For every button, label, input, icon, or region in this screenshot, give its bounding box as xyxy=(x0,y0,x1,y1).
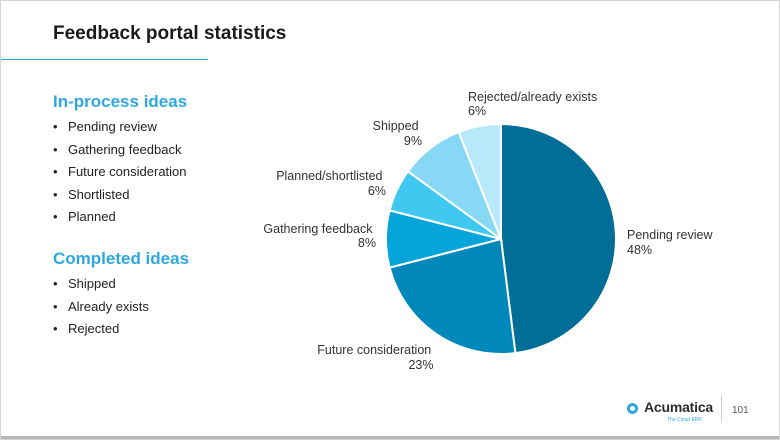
bullet-icon: • xyxy=(53,298,58,314)
logo-text: Acumatica xyxy=(644,399,714,415)
pie-slice-rejected-already-exists xyxy=(457,122,502,240)
pie-slice-future-consideration xyxy=(388,237,517,355)
page-title: Feedback portal statistics xyxy=(53,23,287,44)
list-item: • Shipped xyxy=(53,276,116,291)
slice-label-future-consideration: Future consideration 23% xyxy=(317,343,434,372)
slice-label-shipped: Shipped 9% xyxy=(373,119,422,148)
bullet-icon: • xyxy=(53,164,58,179)
acumatica-logo: Acumatica The Cloud ERP xyxy=(627,399,714,424)
pie-labels: Pending review 48% Future consideration … xyxy=(263,90,716,372)
list-item: • Shortlisted xyxy=(53,186,130,202)
acumatica-logo-icon xyxy=(627,403,638,414)
slice-label-gathering-feedback: Gathering feedback 8% xyxy=(263,222,376,250)
bullet-icon: • xyxy=(53,321,58,336)
bullet-icon: • xyxy=(53,209,58,224)
bottom-bar xyxy=(1,436,779,439)
slice-label-pending-review: Pending review 48% xyxy=(627,228,716,257)
footer-divider xyxy=(721,395,722,423)
list-item: • Rejected xyxy=(53,321,120,336)
bullet-icon: • xyxy=(53,119,58,134)
bullet-icon: • xyxy=(53,186,58,202)
slice-label-planned-shortlisted: Planned/shortlisted 6% xyxy=(276,169,386,198)
list-item: • Already exists xyxy=(53,298,149,314)
page-number: 101 xyxy=(732,405,749,416)
title-underline xyxy=(1,59,208,60)
completed-list: • Shipped • Already exists • Rejected xyxy=(53,275,149,343)
pie-slices xyxy=(385,122,617,355)
section-heading-in-process: In-process ideas xyxy=(53,92,188,111)
bullet-icon: • xyxy=(53,141,58,157)
logo-tagline: The Cloud ERP xyxy=(667,417,702,423)
bullet-icon: • xyxy=(53,276,58,291)
list-item: • Planned xyxy=(53,209,116,224)
list-item: • Gathering feedback xyxy=(53,141,182,157)
list-item: • Pending review xyxy=(53,119,157,134)
slice-label-rejected-already-exists: Rejected/already exists 6% xyxy=(468,90,601,118)
section-heading-completed: Completed ideas xyxy=(53,249,190,268)
in-process-list: • Pending review • Gathering feedback • Fut… xyxy=(53,118,187,231)
pie-slice-pending-review xyxy=(500,122,617,355)
list-item: • Future consideration xyxy=(53,164,187,179)
